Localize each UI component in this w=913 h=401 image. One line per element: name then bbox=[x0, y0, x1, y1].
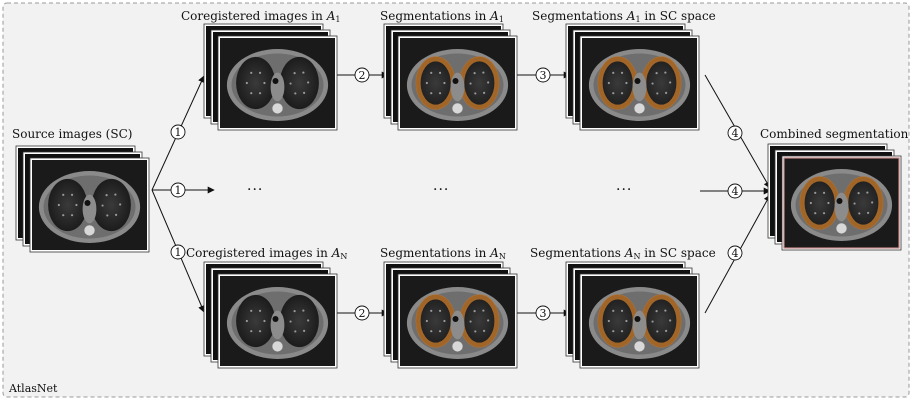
image-stacks bbox=[15, 23, 902, 369]
left-lung bbox=[236, 294, 276, 348]
stack-combined bbox=[767, 143, 902, 251]
right-lung bbox=[279, 294, 319, 348]
left-lung bbox=[598, 294, 638, 348]
label-seg-n: Segmentations in AN bbox=[380, 246, 506, 261]
stack-seg-n bbox=[383, 261, 518, 369]
trachea bbox=[452, 78, 459, 84]
step-2-top: 2 bbox=[354, 67, 370, 83]
spine bbox=[836, 223, 847, 234]
left-lung bbox=[416, 294, 456, 348]
label-coreg-1: Coregistered images in A1 bbox=[181, 9, 340, 24]
stack-seg-1 bbox=[383, 23, 518, 131]
stack-source bbox=[15, 145, 150, 253]
spine bbox=[272, 103, 283, 114]
step-2-bottom: 2 bbox=[354, 305, 370, 321]
label-segsc-1: Segmentations A1 in SC space bbox=[532, 9, 716, 24]
right-lung bbox=[641, 294, 681, 348]
stack-coreg-1 bbox=[203, 23, 338, 131]
svg-text:4: 4 bbox=[732, 185, 739, 198]
label-coreg-n: Coregistered images in AN bbox=[186, 246, 347, 261]
left-lung bbox=[416, 56, 456, 110]
svg-text:1: 1 bbox=[175, 246, 182, 259]
trachea bbox=[272, 316, 279, 322]
step-1-bottom: 1 bbox=[170, 244, 186, 260]
right-lung bbox=[843, 176, 883, 230]
trachea bbox=[452, 316, 459, 322]
trachea bbox=[634, 316, 641, 322]
left-lung bbox=[236, 56, 276, 110]
svg-text:2: 2 bbox=[359, 307, 366, 320]
step-1-top: 1 bbox=[170, 124, 186, 140]
spine bbox=[272, 341, 283, 352]
left-lung bbox=[48, 178, 88, 232]
stack-segsc-n bbox=[565, 261, 700, 369]
step-4-bottom: 4 bbox=[727, 245, 743, 261]
step-3-top: 3 bbox=[535, 67, 551, 83]
right-lung bbox=[91, 178, 131, 232]
svg-text:2: 2 bbox=[359, 69, 366, 82]
spine bbox=[452, 103, 463, 114]
label-combined: Combined segmentation bbox=[760, 127, 909, 141]
right-lung bbox=[279, 56, 319, 110]
svg-text:3: 3 bbox=[540, 307, 547, 320]
right-lung bbox=[459, 294, 499, 348]
trachea bbox=[84, 200, 91, 206]
svg-text:1: 1 bbox=[175, 126, 182, 139]
svg-text:1: 1 bbox=[175, 184, 182, 197]
atlasnet-label: AtlasNet bbox=[8, 382, 58, 395]
ellipsis-coreg: ··· bbox=[247, 182, 263, 198]
step-1-mid: 1 bbox=[170, 182, 186, 198]
spine bbox=[634, 341, 645, 352]
trachea bbox=[634, 78, 641, 84]
spine bbox=[452, 341, 463, 352]
label-segsc-n: Segmentations AN in SC space bbox=[530, 246, 716, 261]
step-markers: 1 1 1 2 2 3 3 4 bbox=[170, 67, 743, 321]
trachea bbox=[836, 198, 843, 204]
svg-text:4: 4 bbox=[732, 247, 739, 260]
stack-segsc-1 bbox=[565, 23, 700, 131]
step-4-top: 4 bbox=[727, 125, 743, 141]
ellipsis-seg: ··· bbox=[433, 182, 449, 198]
left-lung bbox=[800, 176, 840, 230]
label-seg-1: Segmentations in A1 bbox=[380, 9, 504, 24]
svg-text:3: 3 bbox=[540, 69, 547, 82]
ellipsis-segsc: ··· bbox=[616, 182, 632, 198]
right-lung bbox=[641, 56, 681, 110]
right-lung bbox=[459, 56, 499, 110]
svg-text:4: 4 bbox=[732, 127, 739, 140]
spine bbox=[634, 103, 645, 114]
stack-coreg-n bbox=[203, 261, 338, 369]
label-source: Source images (SC) bbox=[12, 127, 132, 141]
trachea bbox=[272, 78, 279, 84]
step-3-bottom: 3 bbox=[535, 305, 551, 321]
left-lung bbox=[598, 56, 638, 110]
step-4-mid: 4 bbox=[727, 183, 743, 199]
spine bbox=[84, 225, 95, 236]
